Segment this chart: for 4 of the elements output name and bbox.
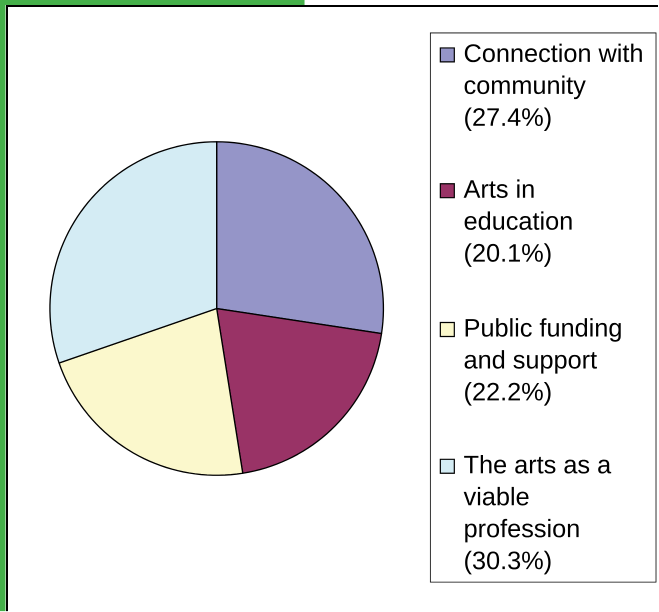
legend-label: The arts as a viable profession (30.3%)	[464, 454, 612, 574]
legend-label: Public funding and support (22.2%)	[464, 318, 621, 406]
legend-label: Arts in education (20.1%)	[464, 179, 572, 267]
legend-label: Connection with community (27.4%)	[464, 44, 642, 132]
